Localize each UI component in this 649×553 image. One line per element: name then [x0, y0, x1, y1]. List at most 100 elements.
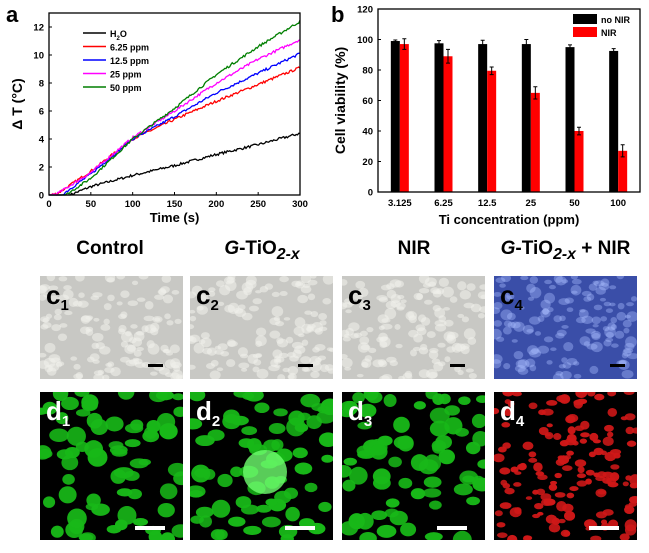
cell [563, 530, 571, 537]
cell [58, 276, 68, 282]
error-bar [446, 48, 450, 64]
cell [200, 332, 210, 339]
cell [116, 276, 126, 280]
cell [426, 331, 436, 338]
cell [227, 340, 238, 347]
y-tick-label: 60 [362, 96, 373, 107]
cell [516, 463, 527, 471]
cell [542, 308, 550, 315]
cell [578, 309, 589, 319]
cell [45, 313, 53, 319]
y-axis-label: Cell viability (%) [332, 47, 348, 154]
cell [502, 392, 514, 397]
cell [162, 294, 174, 304]
cell [279, 276, 289, 283]
cell [609, 302, 616, 307]
cell [418, 276, 430, 284]
cell [48, 285, 59, 291]
cell [78, 292, 85, 299]
micrograph-d3: d3 [342, 392, 485, 540]
cell [164, 313, 171, 320]
cell [520, 276, 529, 281]
cell [413, 401, 426, 410]
cell [255, 290, 262, 294]
cell [555, 276, 567, 286]
cell [53, 314, 62, 321]
cell [624, 524, 637, 536]
cell [395, 343, 403, 349]
cell [543, 292, 556, 304]
cell [609, 285, 617, 290]
cell [602, 436, 614, 447]
cell [297, 294, 309, 304]
cell [556, 329, 567, 337]
panel-label-c2: c2 [196, 280, 219, 315]
cell [86, 412, 103, 429]
cell [59, 323, 68, 328]
cell [418, 314, 427, 323]
cell [611, 343, 619, 348]
cell [238, 304, 246, 311]
cell [528, 457, 538, 463]
cell [446, 334, 454, 341]
cell [304, 310, 313, 315]
cell [579, 438, 588, 444]
cell [108, 441, 124, 450]
cell [355, 280, 366, 289]
cell [585, 328, 596, 334]
cell [129, 458, 149, 469]
cell [217, 301, 225, 306]
cell [422, 283, 431, 288]
cell [309, 355, 321, 366]
cell [566, 450, 574, 456]
column-label-nir: NIR [397, 238, 431, 259]
cell [327, 368, 333, 374]
cell [514, 507, 522, 515]
cell [359, 532, 377, 540]
cell [416, 327, 427, 336]
cell [252, 298, 262, 305]
cell [40, 445, 52, 460]
cell [254, 402, 270, 414]
cell [600, 316, 608, 322]
cell-cluster [243, 450, 287, 494]
cell [409, 349, 418, 357]
chart-b: 3.125 6.25 12.5 25 50 100 no NIR NIR 0 20 40 60 80 10… [332, 5, 641, 227]
cell [133, 349, 142, 357]
cell [219, 285, 231, 296]
cell [190, 291, 197, 299]
cell [434, 323, 447, 332]
cell [268, 423, 286, 434]
cell [358, 403, 377, 418]
cell [100, 324, 111, 331]
bar-nir-3.125 [399, 44, 409, 193]
panel-label-c1: c1 [46, 280, 69, 315]
cell [173, 406, 183, 418]
cell [67, 508, 87, 529]
cell [376, 524, 397, 538]
cell [318, 326, 328, 332]
cell [623, 347, 634, 354]
cell [383, 394, 397, 407]
cell [171, 290, 180, 295]
x-tick-label: 25 [526, 198, 537, 209]
cell [310, 310, 319, 318]
cell [227, 276, 236, 281]
cell [304, 482, 318, 493]
cell [61, 396, 79, 411]
cell [503, 407, 513, 417]
bar-nir-6.25 [443, 56, 453, 193]
cell [243, 525, 262, 535]
cell [276, 338, 289, 348]
error-bar [437, 40, 441, 47]
micrograph-c3: c3 [342, 276, 485, 379]
cell [617, 302, 625, 310]
cell [127, 300, 139, 307]
cell [42, 317, 49, 323]
cell [342, 465, 352, 478]
cell [561, 465, 573, 471]
cell [610, 316, 618, 324]
cell [580, 432, 590, 438]
cell [531, 347, 540, 355]
cell [422, 488, 442, 498]
